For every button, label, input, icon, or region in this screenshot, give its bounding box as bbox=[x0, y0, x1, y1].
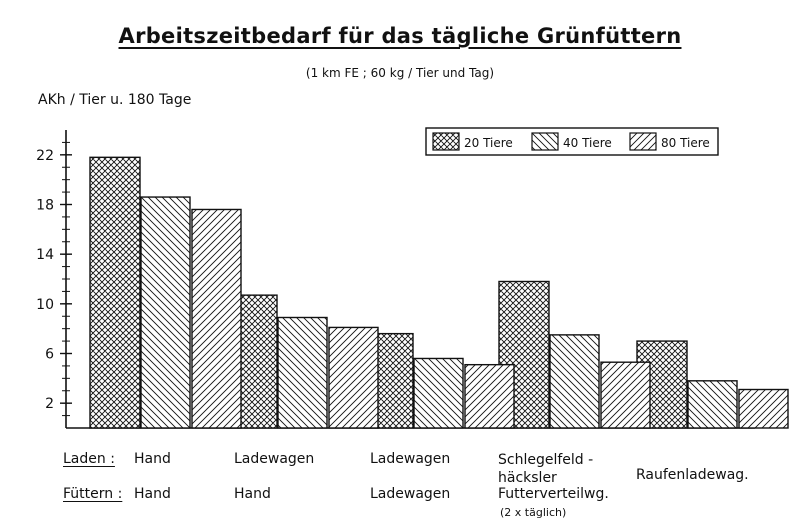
laden-label-1: Hand bbox=[134, 451, 171, 467]
laden-label-3: Ladewagen bbox=[370, 451, 451, 467]
y-tick-label: 10 bbox=[36, 297, 54, 313]
y-tick-label: 18 bbox=[36, 198, 54, 214]
bar-2-1 bbox=[140, 196, 191, 429]
bar-3-1 bbox=[191, 208, 242, 429]
laden-label-2: Ladewagen bbox=[234, 451, 315, 467]
bar-2-3 bbox=[413, 357, 464, 429]
bar-3-2 bbox=[328, 326, 379, 429]
legend-label-2: 40 Tiere bbox=[563, 136, 612, 150]
row-header-fuettern: Füttern : bbox=[63, 486, 123, 502]
laden-label-4: Schlegelfeld - häcksler bbox=[498, 452, 594, 486]
bar-3-5 bbox=[738, 388, 789, 429]
legend-swatch-3 bbox=[629, 132, 657, 151]
y-tick-label: 14 bbox=[36, 247, 54, 263]
bar-3-4 bbox=[600, 361, 651, 429]
legend-swatch-1 bbox=[432, 132, 460, 151]
row-header-laden: Laden : bbox=[63, 451, 115, 467]
chart-subtitle: (1 km FE ; 60 kg / Tier und Tag) bbox=[305, 66, 495, 80]
fuettern-note: (2 x täglich) bbox=[500, 506, 567, 519]
legend-box bbox=[425, 127, 719, 156]
bar-2-5 bbox=[687, 380, 738, 429]
legend-label-3: 80 Tiere bbox=[661, 136, 710, 150]
fuettern-label-2: Hand bbox=[234, 486, 271, 502]
bar-3-3 bbox=[464, 363, 515, 429]
y-axis-label: AKh / Tier u. 180 Tage bbox=[38, 92, 192, 108]
legend-swatch-2 bbox=[531, 132, 559, 151]
legend-label-1: 20 Tiere bbox=[464, 136, 513, 150]
y-tick-label: 6 bbox=[45, 347, 54, 363]
chart-title: Arbeitszeitbedarf für das tägliche Grünf… bbox=[118, 24, 682, 48]
laden-label-5: Raufenladewag. bbox=[636, 467, 749, 483]
bar-2-2 bbox=[277, 316, 328, 429]
bar-2-4 bbox=[549, 334, 600, 429]
y-tick-label: 2 bbox=[45, 396, 54, 412]
y-tick-label: 22 bbox=[36, 148, 54, 164]
fuettern-label-1: Hand bbox=[134, 486, 171, 502]
legend: 20 Tiere 40 Tiere 80 Tiere bbox=[425, 127, 719, 156]
bar-1-1 bbox=[89, 156, 141, 429]
fuettern-label-3: Ladewagen bbox=[370, 486, 451, 502]
fuettern-label-4: Futterverteilwg. bbox=[498, 486, 609, 502]
